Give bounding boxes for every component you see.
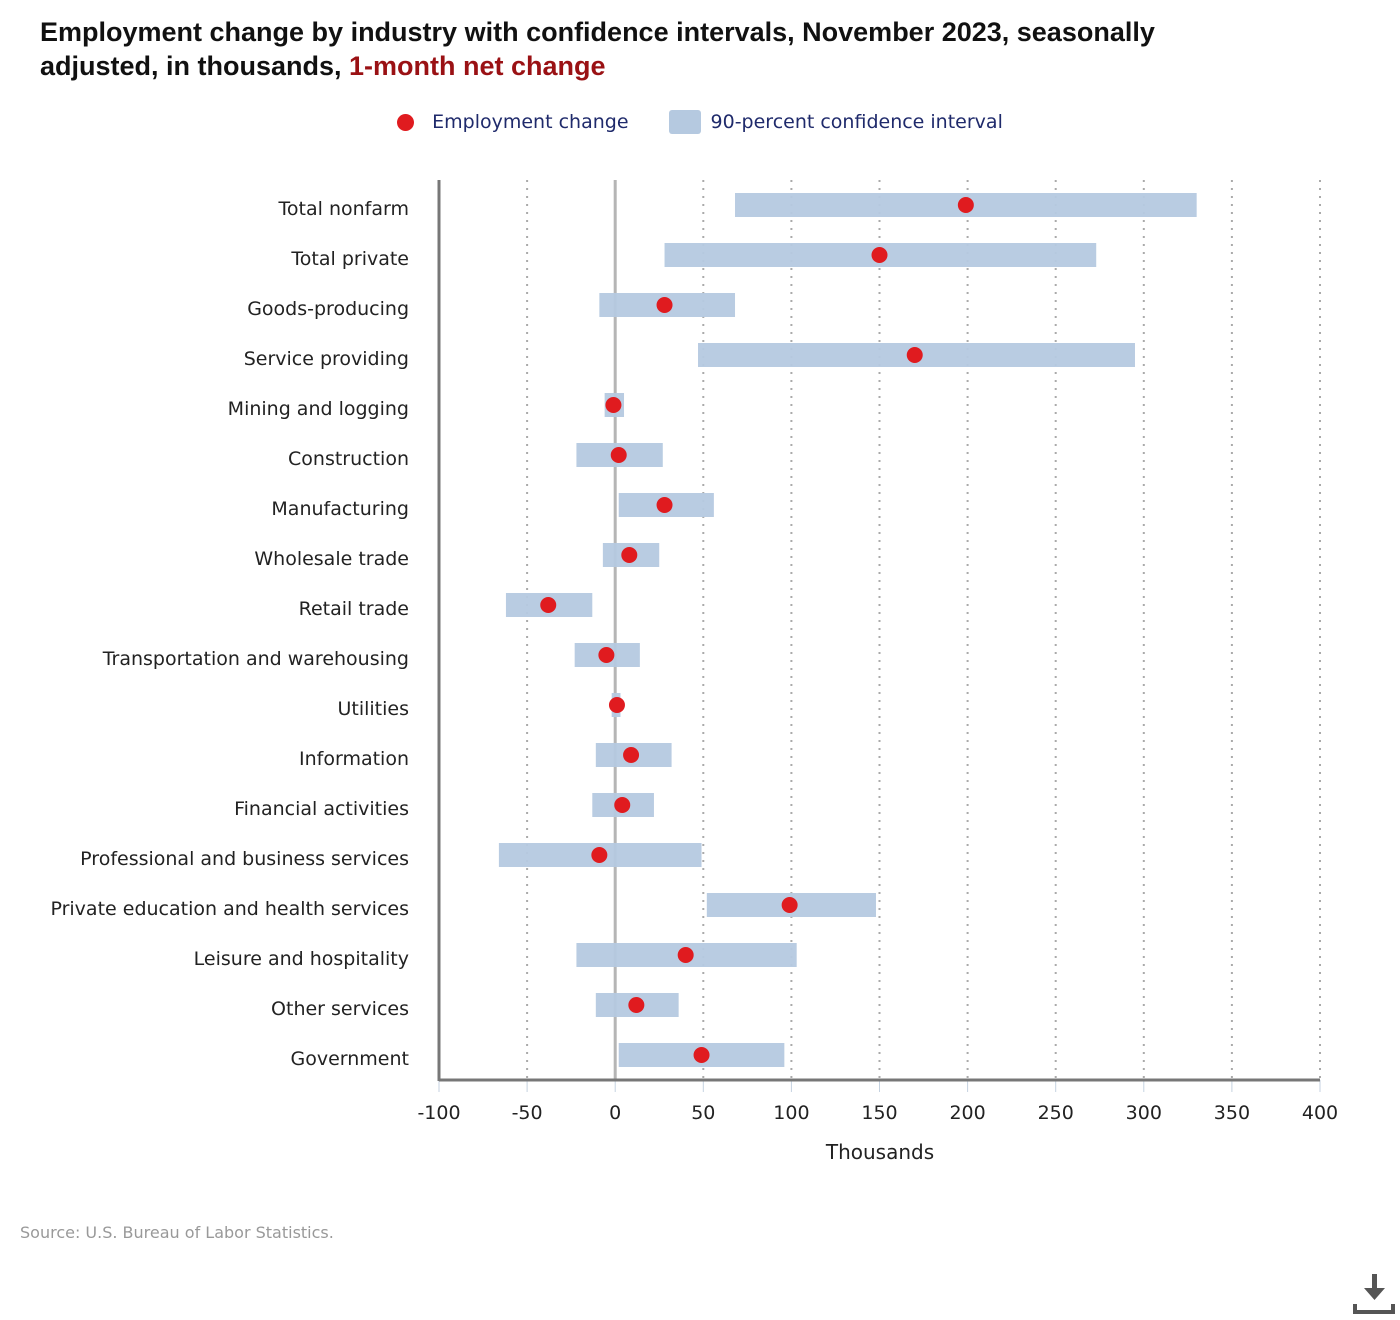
- employment-change-point: [621, 547, 638, 563]
- axes: [437, 180, 1321, 1092]
- legend-dot-icon: [397, 113, 415, 131]
- x-tick-label: 350: [1214, 1102, 1250, 1124]
- x-tick-label: -100: [417, 1102, 460, 1124]
- employment-change-point: [598, 647, 615, 663]
- x-tick-label: 250: [1038, 1102, 1074, 1124]
- x-tick-label: 50: [691, 1102, 715, 1124]
- legend-item-confidence-interval[interactable]: 90-percent confidence interval: [668, 110, 1003, 134]
- chart-title: Employment change by industry with confi…: [40, 15, 1240, 83]
- legend-label-confidence-interval: 90-percent confidence interval: [710, 111, 1003, 133]
- x-tick-labels: -100 -50 0 50 100 150 200 250 300 350 400: [417, 1102, 1338, 1124]
- chart-plot: Total nonfarm Total private Goods-producin…: [50, 180, 1338, 1164]
- category-label: Service providing: [244, 348, 409, 370]
- category-label: Total private: [290, 248, 409, 270]
- legend-item-employment-change[interactable]: Employment change: [397, 111, 629, 133]
- employment-change-point: [608, 697, 625, 713]
- gridlines: [526, 180, 1321, 1080]
- employment-change-point: [781, 897, 798, 913]
- employment-change-point: [693, 1047, 710, 1063]
- category-label: Wholesale trade: [254, 548, 409, 570]
- employment-change-point: [656, 297, 673, 313]
- employment-change-point: [677, 947, 694, 963]
- employment-change-point: [614, 797, 631, 813]
- category-label: Government: [291, 1048, 410, 1070]
- source-note: Source: U.S. Bureau of Labor Statistics.: [20, 1223, 334, 1242]
- employment-change-point: [906, 347, 923, 363]
- employment-change-point: [628, 997, 645, 1013]
- legend-box-icon: [668, 110, 701, 134]
- category-label: Mining and logging: [228, 398, 409, 420]
- x-tick-label: 150: [861, 1102, 897, 1124]
- legend-label-employment-change: Employment change: [432, 111, 629, 133]
- category-label: Information: [299, 748, 409, 770]
- employment-change-point: [957, 197, 974, 213]
- download-button[interactable]: [1352, 1272, 1396, 1316]
- download-icon: [1353, 1274, 1395, 1314]
- category-label: Total nonfarm: [278, 198, 409, 220]
- x-tick-label: 400: [1302, 1102, 1338, 1124]
- category-label: Private education and health services: [50, 898, 409, 920]
- employment-change-point: [623, 747, 640, 763]
- category-label: Transportation and warehousing: [102, 648, 409, 670]
- chart-title-main: Employment change by industry with confi…: [40, 17, 1155, 81]
- x-axis-title: Thousands: [825, 1140, 934, 1164]
- employment-change-point: [871, 247, 888, 263]
- employment-change-point: [610, 447, 627, 463]
- x-tick-label: -50: [512, 1102, 543, 1124]
- category-label: Goods-producing: [247, 298, 409, 320]
- x-tick-label: 200: [949, 1102, 985, 1124]
- category-label: Financial activities: [234, 798, 409, 820]
- category-label: Professional and business services: [80, 848, 409, 870]
- legend: Employment change 90-percent confidence …: [0, 110, 1400, 134]
- x-tick-label: 0: [609, 1102, 621, 1124]
- employment-change-point: [540, 597, 557, 613]
- employment-change-point: [605, 397, 622, 413]
- employment-points: [540, 197, 974, 1063]
- category-label: Leisure and hospitality: [194, 948, 409, 970]
- employment-change-point: [591, 847, 608, 863]
- x-tick-label: 100: [773, 1102, 809, 1124]
- employment-change-point: [656, 497, 673, 513]
- chart-title-accent: 1-month net change: [349, 51, 606, 81]
- category-label: Retail trade: [299, 598, 409, 620]
- confidence-intervals: [498, 193, 1197, 1067]
- category-label: Manufacturing: [271, 498, 409, 520]
- category-labels: Total nonfarm Total private Goods-producin…: [50, 198, 409, 1070]
- category-label: Utilities: [337, 698, 409, 720]
- x-tick-label: 300: [1126, 1102, 1162, 1124]
- category-label: Other services: [271, 998, 409, 1020]
- category-label: Construction: [288, 448, 409, 470]
